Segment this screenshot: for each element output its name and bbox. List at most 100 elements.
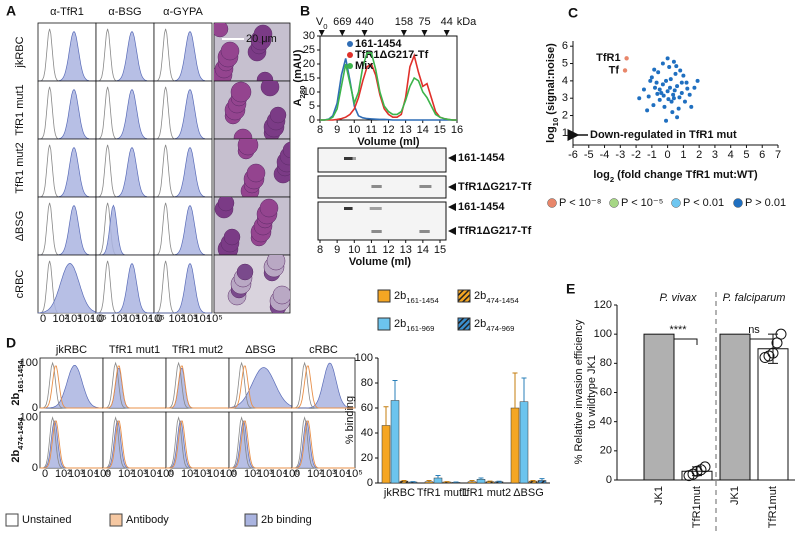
x-tick-label: 10² bbox=[53, 313, 69, 325]
scatter-point bbox=[678, 68, 683, 73]
bar bbox=[719, 333, 751, 481]
x-tick-label: 10⁴ bbox=[136, 313, 153, 325]
y-tick-label: 1 bbox=[562, 127, 568, 139]
x-tick-label: 10² bbox=[307, 468, 323, 480]
legend-label-main: 2b bbox=[394, 318, 406, 330]
gel-band bbox=[344, 157, 353, 160]
cells bbox=[227, 255, 290, 313]
x-tick-label: 13 bbox=[400, 244, 412, 256]
gel-band bbox=[419, 230, 430, 233]
y-tick-label: 60 bbox=[600, 386, 612, 398]
x-tick-label: 0 bbox=[156, 313, 162, 325]
x-tick-label: 10² bbox=[111, 313, 127, 325]
bar bbox=[467, 481, 477, 484]
x-tick-label: 16 bbox=[451, 124, 463, 136]
y-axis-label: log10 (signal:noise) bbox=[545, 43, 560, 143]
x-tick-label: 10⁴ bbox=[81, 468, 98, 480]
y-tick-label: 80 bbox=[600, 357, 612, 369]
x-tick-label: -4 bbox=[600, 149, 610, 161]
y-axis-label: to wildtype JK1 bbox=[586, 355, 598, 429]
y-tick-label: 20 bbox=[361, 452, 373, 464]
scatter-point bbox=[681, 73, 686, 78]
panel-label: B bbox=[300, 3, 310, 19]
legend-label-main: 2b bbox=[474, 290, 486, 302]
x-tick-label: 10³ bbox=[68, 468, 84, 480]
x-tick-label: 10³ bbox=[181, 313, 197, 325]
row-label-main: 2b bbox=[10, 450, 22, 463]
panel-label: E bbox=[566, 281, 575, 297]
histogram bbox=[40, 365, 103, 409]
x-tick-label: 10³ bbox=[257, 468, 273, 480]
scatter-point bbox=[657, 87, 662, 92]
y-tick-label: 6 bbox=[562, 40, 568, 52]
y-tick-label: 0 bbox=[32, 402, 38, 414]
bar bbox=[424, 481, 434, 484]
legend-label: P < 0.01 bbox=[683, 197, 724, 209]
x-tick-label: 10² bbox=[169, 313, 185, 325]
row-label: TfR1 mut2 bbox=[14, 142, 26, 193]
y-tick-label: 5 bbox=[562, 57, 568, 69]
group-title: P. falciparum bbox=[723, 292, 786, 304]
marker-arrow bbox=[421, 30, 428, 36]
error-bar bbox=[392, 380, 398, 401]
error-bar bbox=[426, 480, 432, 482]
x-tick-label: -5 bbox=[584, 149, 594, 161]
x-tick-label: 10² bbox=[181, 468, 197, 480]
label-arrow bbox=[448, 183, 456, 191]
marker-label-sub: 0 bbox=[323, 22, 327, 31]
bar bbox=[408, 481, 418, 484]
x-tick-label: 10⁴ bbox=[194, 313, 211, 325]
x-tick-label: jkRBC bbox=[383, 487, 415, 499]
marker-arrow bbox=[361, 30, 368, 36]
marker-label: V0 bbox=[316, 16, 328, 31]
y-tick-label: 0 bbox=[606, 474, 612, 486]
row-label: TfR1 mut1 bbox=[14, 84, 26, 135]
bar bbox=[485, 481, 495, 484]
cell bbox=[223, 228, 241, 246]
gel bbox=[317, 175, 447, 199]
y-tick-label: 100 bbox=[594, 328, 612, 340]
marker-arrow bbox=[400, 30, 407, 36]
y-tick-label: 40 bbox=[361, 427, 373, 439]
x-tick-label: 10 bbox=[348, 244, 360, 256]
x-tick-label: 10³ bbox=[320, 468, 336, 480]
x-axis-label: log2 (fold change TfR1 mut:WT) bbox=[593, 169, 758, 184]
legend-swatch bbox=[377, 317, 391, 331]
scatter-point bbox=[673, 71, 678, 76]
gel-label: 161-1454 bbox=[458, 152, 505, 164]
marker-arrow bbox=[339, 30, 346, 36]
scatter-point bbox=[661, 93, 666, 98]
legend-label-sub: 161-1454 bbox=[406, 296, 439, 305]
scatter-point bbox=[662, 104, 667, 109]
scatter-point bbox=[655, 91, 660, 96]
y-axis-label: % Relative invasion efficiency bbox=[573, 319, 585, 464]
x-tick-label: 11 bbox=[366, 124, 377, 136]
legend-label: Mix bbox=[355, 60, 374, 72]
scatter-point bbox=[664, 78, 669, 83]
y-tick-label: 60 bbox=[361, 402, 373, 414]
scatter-point bbox=[657, 97, 662, 102]
cells bbox=[214, 23, 274, 81]
gel bbox=[317, 201, 447, 241]
y-axis-label-main: log bbox=[545, 126, 557, 143]
x-tick-label: 10⁴ bbox=[270, 468, 287, 480]
bar bbox=[519, 401, 529, 484]
bar bbox=[537, 480, 547, 484]
y-tick-label: 40 bbox=[600, 416, 612, 428]
scatter-point bbox=[671, 92, 676, 97]
cells bbox=[224, 81, 287, 139]
replicate-point bbox=[763, 350, 775, 362]
scatter-point bbox=[665, 56, 670, 61]
marker-arrow bbox=[443, 30, 450, 36]
x-tick-label: -3 bbox=[615, 149, 625, 161]
y-tick-label: 10 bbox=[303, 86, 315, 98]
scatter-point bbox=[671, 96, 676, 101]
scatter-point bbox=[679, 80, 684, 85]
arrow-label: Down-regulated in TfR1 mut bbox=[590, 129, 737, 141]
replicate-point bbox=[699, 461, 711, 473]
histogram bbox=[40, 365, 104, 409]
x-axis-label: Volume (ml) bbox=[349, 256, 411, 268]
x-tick-label: 10² bbox=[55, 468, 71, 480]
error-bar bbox=[512, 372, 518, 408]
scale-bar-label: 20 μm bbox=[246, 33, 277, 45]
